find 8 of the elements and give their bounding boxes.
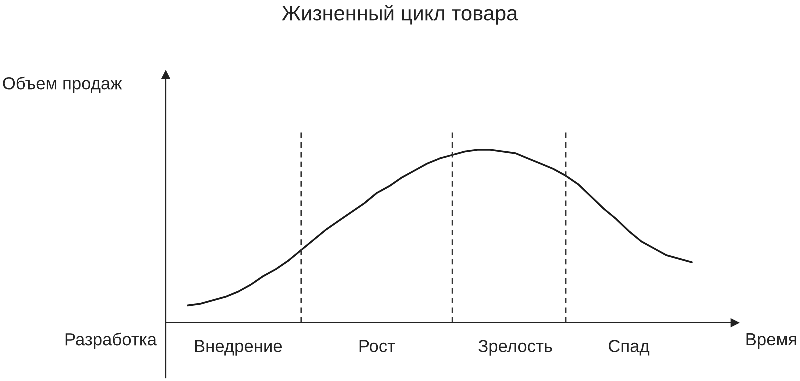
x-tick-label: Рост	[360, 340, 396, 352]
y-axis-title: Объем продаж	[3, 76, 122, 94]
chart-title: Жизненный цикл товара	[282, 5, 518, 25]
x-tick-label: Зрелость	[478, 340, 552, 356]
x-axis-title: Время	[746, 334, 796, 350]
x-tick-label: Внедрение	[195, 340, 282, 356]
x-tick-label: Спад	[609, 340, 650, 356]
text: Разработка	[66, 332, 158, 350]
